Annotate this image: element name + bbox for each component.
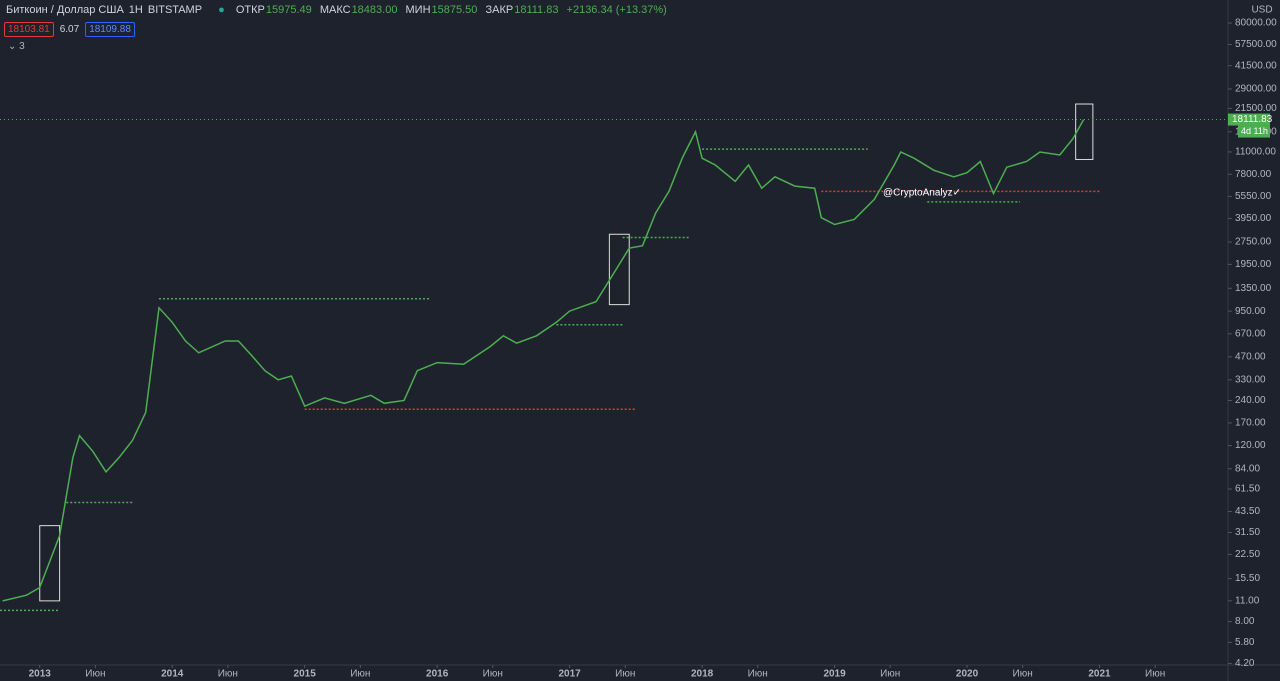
sell-price[interactable]: 18103.81 <box>4 22 54 37</box>
high-label: МАКС <box>319 4 351 16</box>
y-tick-label: 7800.00 <box>1235 169 1272 180</box>
y-tick-label: 22.50 <box>1235 549 1260 560</box>
y-tick-label: 84.00 <box>1235 463 1260 474</box>
y-tick-label: 15.50 <box>1235 573 1260 584</box>
close: 18111.83 <box>514 4 559 16</box>
y-tick-label: 80000.00 <box>1235 18 1277 29</box>
y-tick-label: 4.20 <box>1235 658 1255 669</box>
low-label: МИН <box>405 4 431 16</box>
y-tick-label: 5.80 <box>1235 637 1255 648</box>
y-tick-label: 5550.00 <box>1235 191 1272 202</box>
highlight-box <box>1075 103 1094 160</box>
header: Биткоин / Доллар США 1H BITSTAMP ● ОТКР159… <box>6 4 672 16</box>
x-tick-label: Июн <box>1013 669 1033 680</box>
y-tick-label: 2750.00 <box>1235 237 1272 248</box>
y-tick-label: 41500.00 <box>1235 60 1277 71</box>
axis-unit: USD <box>1251 5 1272 16</box>
x-tick-label: Июн <box>218 669 238 680</box>
y-tick-label: 1950.00 <box>1235 259 1272 270</box>
y-tick-label: 57500.00 <box>1235 39 1277 50</box>
open: 15975.49 <box>265 4 312 16</box>
x-tick-label: 2018 <box>691 669 714 680</box>
x-tick-label: Июн <box>1145 669 1165 680</box>
y-tick-label: 43.50 <box>1235 506 1260 517</box>
y-tick-label: 170.00 <box>1235 418 1266 429</box>
open-label: ОТКР <box>235 4 265 16</box>
y-tick-label: 670.00 <box>1235 328 1266 339</box>
watermark: @CryptoAnalyz✓ <box>883 188 961 199</box>
y-tick-label: 470.00 <box>1235 351 1266 362</box>
y-tick-label: 21500.00 <box>1235 103 1277 114</box>
y-tick-label: 8.00 <box>1235 616 1255 627</box>
low: 15875.50 <box>431 4 478 16</box>
highlight-box <box>608 233 630 306</box>
symbol[interactable]: Биткоин / Доллар США <box>6 4 124 16</box>
x-tick-label: Июн <box>880 669 900 680</box>
high: 18483.00 <box>351 4 398 16</box>
highlight-box <box>39 525 61 602</box>
buy-price[interactable]: 18109.88 <box>85 22 135 37</box>
last-price-tag <box>1228 113 1270 126</box>
x-tick-label: 2015 <box>294 669 317 680</box>
interval[interactable]: 1H <box>128 4 143 16</box>
countdown: 4d 11h <box>1241 126 1268 136</box>
y-tick-label: 330.00 <box>1235 374 1266 385</box>
exchange: BITSTAMP <box>147 4 203 16</box>
x-tick-label: 2019 <box>823 669 846 680</box>
x-tick-label: 2013 <box>29 669 52 680</box>
change: +2136.34 (+13.37%) <box>566 4 667 16</box>
spread: 6.07 <box>59 24 80 35</box>
x-tick-label: 2017 <box>558 669 581 680</box>
y-tick-label: 29000.00 <box>1235 84 1277 95</box>
price-line <box>2 119 1085 602</box>
x-tick-label: 2016 <box>426 669 449 680</box>
y-tick-label: 240.00 <box>1235 395 1266 406</box>
status-dot: ● <box>218 4 225 16</box>
x-tick-label: 2021 <box>1088 669 1111 680</box>
y-tick-label: 3950.00 <box>1235 213 1272 224</box>
x-tick-label: Июн <box>748 669 768 680</box>
x-tick-label: 2014 <box>161 669 184 680</box>
y-tick-label: 11000.00 <box>1235 147 1276 158</box>
x-tick-label: Июн <box>350 669 370 680</box>
y-tick-label: 11.00 <box>1235 596 1260 607</box>
x-tick-label: Июн <box>615 669 635 680</box>
x-tick-label: 2020 <box>956 669 979 680</box>
y-tick-label: 120.00 <box>1235 440 1266 451</box>
last-price-label: 18111.83 <box>1232 114 1273 125</box>
indicators-toggle[interactable]: ⌄ 3 <box>8 41 25 52</box>
x-tick-label: Июн <box>483 669 503 680</box>
y-tick-label: 950.00 <box>1235 306 1266 317</box>
countdown-tag <box>1238 125 1270 138</box>
close-label: ЗАКР <box>485 4 514 16</box>
y-tick-label: 61.50 <box>1235 484 1260 495</box>
x-tick-label: Июн <box>85 669 105 680</box>
y-tick-label: 1350.00 <box>1235 283 1272 294</box>
y-tick-label: 31.50 <box>1235 527 1260 538</box>
badges: 18103.81 6.07 18109.88 ⌄ 3 <box>4 22 138 52</box>
indicators-count: 3 <box>19 41 25 52</box>
